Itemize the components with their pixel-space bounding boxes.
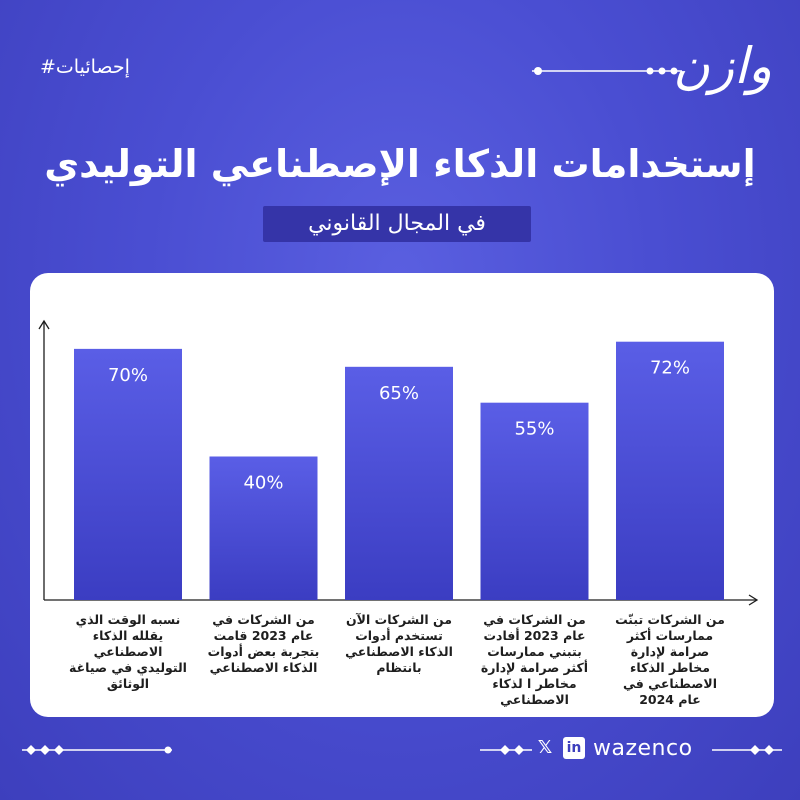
footer-dots-center	[480, 745, 532, 755]
brand-name: wazenco	[593, 735, 693, 761]
y-axis-arrow	[38, 319, 50, 330]
value-label-2: 40%	[243, 473, 283, 494]
bar-5	[616, 341, 724, 600]
bar-1	[74, 348, 182, 600]
bar-3	[345, 366, 453, 600]
category-label-4: من الشركات في عام 2023 أفادت بتبني ممارس…	[480, 612, 589, 707]
footer-dots-left	[22, 745, 172, 755]
value-label-1: 70%	[108, 365, 148, 386]
page-subtitle: في المجال القانوني	[263, 206, 531, 242]
brand-logo: وازن	[532, 34, 772, 104]
bar-chart: 70% 40% 65% 55% 72%	[38, 319, 759, 606]
x-axis-arrow	[748, 594, 759, 606]
category-label-1: نسبه الوقت الذي يقلله الذكاء الاصطناعي ا…	[69, 612, 187, 691]
bar-2	[209, 456, 318, 600]
linkedin-icon[interactable]: in	[563, 737, 585, 759]
value-label-3: 65%	[379, 383, 419, 404]
logo-dots-line	[532, 67, 682, 75]
value-label-4: 55%	[514, 419, 554, 440]
hashtag-label: #إحصائيات	[40, 56, 130, 78]
value-label-5: 72%	[650, 358, 690, 379]
category-label-5: من الشركات تبنّت ممارسات أكثر صرامة لإدا…	[615, 612, 725, 707]
page-title: إستخدامات الذكاء الإصطناعي التوليدي	[44, 142, 756, 186]
footer-dots-right	[712, 745, 782, 755]
category-label-3: من الشركات الآن تستخدم أدوات الذكاء الاص…	[345, 612, 453, 675]
chart-card: 70% 40% 65% 55% 72% نسبه الوقت الذي يقلله ال…	[30, 273, 774, 717]
x-icon[interactable]: 𝕏	[537, 737, 553, 758]
logo-wordmark: وازن	[673, 37, 772, 95]
footer-brand: 𝕏 in wazenco	[535, 733, 693, 763]
bar-4	[480, 402, 589, 600]
category-label-2: من الشركات في عام 2023 قامت بتجربة بعض أ…	[207, 612, 320, 675]
